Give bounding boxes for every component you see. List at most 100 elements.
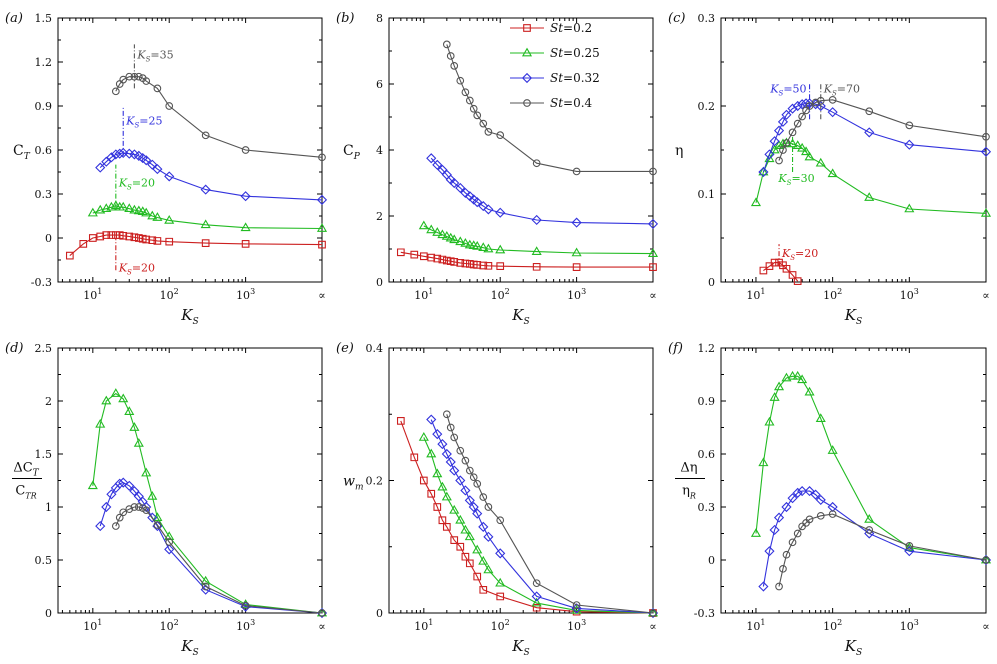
data-point (141, 155, 152, 166)
data-point (904, 139, 915, 150)
data-point (110, 388, 121, 397)
data-point (864, 513, 875, 523)
data-point (147, 491, 158, 500)
panel-label: (f) (668, 341, 683, 356)
series-line-St=0.32 (430, 419, 654, 614)
y-axis-label-numerator: ΔCT (13, 461, 39, 479)
data-point (764, 546, 775, 557)
data-point (432, 227, 443, 236)
data-point (531, 591, 542, 602)
data-point (455, 236, 466, 246)
data-point (531, 246, 542, 255)
x-axis-label: KS (844, 637, 862, 658)
data-point (65, 251, 74, 260)
data-point (815, 494, 826, 506)
annotation-label: KS=30 (777, 172, 814, 187)
data-point (496, 592, 505, 601)
y-tick-label: 4 (376, 144, 383, 157)
data-point (165, 538, 174, 546)
data-point (115, 80, 124, 88)
data-point (449, 504, 460, 514)
data-point (904, 542, 915, 551)
data-point (797, 486, 808, 497)
data-point (141, 467, 152, 477)
data-point (441, 448, 452, 460)
panel-e: 0 0.2 0.4 101 102 103 ∝ KS wm (e) (336, 341, 659, 658)
data-point (124, 406, 135, 415)
series-line-St=0.4 (778, 513, 987, 587)
series-line-St=0.4 (115, 506, 323, 614)
panel-label: (c) (668, 11, 685, 26)
data-point (811, 98, 820, 107)
data-point (446, 423, 455, 432)
data-point (647, 218, 659, 229)
data-point (864, 192, 875, 201)
data-point (904, 546, 915, 557)
series-line-St=0.25 (423, 437, 654, 614)
data-point (865, 526, 874, 534)
data-point (904, 203, 915, 213)
data-point (815, 157, 826, 167)
data-point (147, 512, 158, 523)
x-tick-label: ∝ (318, 620, 325, 633)
y-tick-label: 0.3 (698, 12, 716, 25)
data-point (804, 151, 815, 161)
data-point (95, 521, 106, 532)
y-tick-label: 1.5 (35, 12, 53, 25)
x-tick-label: 101 (746, 287, 765, 302)
data-point (460, 485, 471, 496)
data-point (449, 234, 460, 244)
data-point (438, 516, 447, 525)
data-point (410, 250, 419, 259)
data-point (464, 531, 475, 541)
data-point (460, 524, 471, 534)
annotation-label: KS=25 (125, 115, 162, 130)
data-point (773, 125, 785, 136)
data-point (433, 254, 442, 263)
data-point (905, 542, 914, 550)
data-point (147, 210, 158, 220)
x-tick-label: ∝ (649, 620, 656, 633)
data-point (793, 277, 802, 285)
data-point (410, 453, 419, 462)
x-tick-label: 103 (900, 618, 919, 633)
data-point (460, 187, 471, 198)
data-point (437, 438, 448, 450)
data-point (442, 410, 451, 419)
data-point (572, 601, 581, 609)
data-point (201, 582, 210, 591)
series-line-St=0.4 (115, 76, 323, 158)
axes-frame (388, 347, 654, 614)
data-point (445, 456, 456, 468)
data-point (777, 116, 789, 127)
data-point (124, 480, 135, 491)
data-point (758, 166, 769, 176)
y-axis-label: wm (343, 474, 364, 493)
data-point (456, 542, 465, 551)
x-axis-label: KS (180, 637, 198, 658)
y-axis-label-numerator: Δη (680, 461, 697, 476)
data-point (572, 167, 581, 176)
axes-frame (720, 17, 987, 283)
y-tick-label: -0.3 (31, 276, 52, 289)
data-point (765, 262, 774, 271)
data-point (130, 503, 139, 511)
data-point (461, 88, 470, 97)
x-tick-label: 103 (900, 287, 919, 302)
data-point (827, 501, 838, 513)
x-tick-label: ∝ (318, 289, 325, 302)
data-point (788, 538, 797, 547)
data-point (764, 153, 775, 163)
data-point (418, 432, 429, 441)
y-tick-label: 0.6 (35, 144, 53, 157)
data-point (478, 521, 489, 532)
data-point (118, 201, 129, 211)
y-tick-label: 0.2 (366, 475, 384, 488)
data-point (649, 263, 657, 271)
data-point (134, 503, 143, 511)
y-tick-label: 0 (45, 232, 52, 245)
data-point (129, 486, 140, 497)
data-point (101, 395, 112, 405)
data-point (450, 62, 459, 70)
legend-marker (521, 72, 533, 84)
